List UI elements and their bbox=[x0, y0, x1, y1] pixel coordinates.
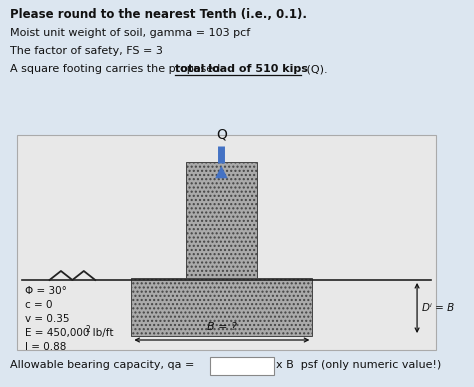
Text: A square footing carries the proposed: A square footing carries the proposed bbox=[9, 64, 223, 74]
Text: The factor of safety, FS = 3: The factor of safety, FS = 3 bbox=[9, 46, 163, 56]
Text: 2: 2 bbox=[86, 325, 91, 334]
Text: Φ = 30°: Φ = 30° bbox=[25, 286, 67, 296]
FancyBboxPatch shape bbox=[17, 135, 436, 350]
FancyBboxPatch shape bbox=[210, 357, 274, 375]
Text: Q: Q bbox=[216, 128, 227, 142]
Bar bbox=[131, 278, 312, 336]
Text: Moist unit weight of soil, gamma = 103 pcf: Moist unit weight of soil, gamma = 103 p… bbox=[9, 28, 250, 38]
Bar bbox=[186, 162, 257, 280]
Text: total load of 510 kips: total load of 510 kips bbox=[175, 64, 308, 74]
Text: v = 0.35: v = 0.35 bbox=[25, 314, 69, 324]
Text: E = 450,000 lb/ft: E = 450,000 lb/ft bbox=[25, 328, 113, 338]
Text: Allowable bearing capacity, qa =: Allowable bearing capacity, qa = bbox=[9, 360, 194, 370]
Text: I = 0.88: I = 0.88 bbox=[25, 342, 66, 352]
Text: B = ?: B = ? bbox=[207, 322, 237, 332]
Text: c = 0: c = 0 bbox=[25, 300, 52, 310]
Text: (Q).: (Q). bbox=[303, 64, 328, 74]
Text: Please round to the nearest Tenth (i.e., 0.1).: Please round to the nearest Tenth (i.e.,… bbox=[9, 8, 307, 21]
Text: Dⁱ = B: Dⁱ = B bbox=[422, 303, 454, 313]
Text: x B  psf (only numeric value!): x B psf (only numeric value!) bbox=[276, 360, 441, 370]
